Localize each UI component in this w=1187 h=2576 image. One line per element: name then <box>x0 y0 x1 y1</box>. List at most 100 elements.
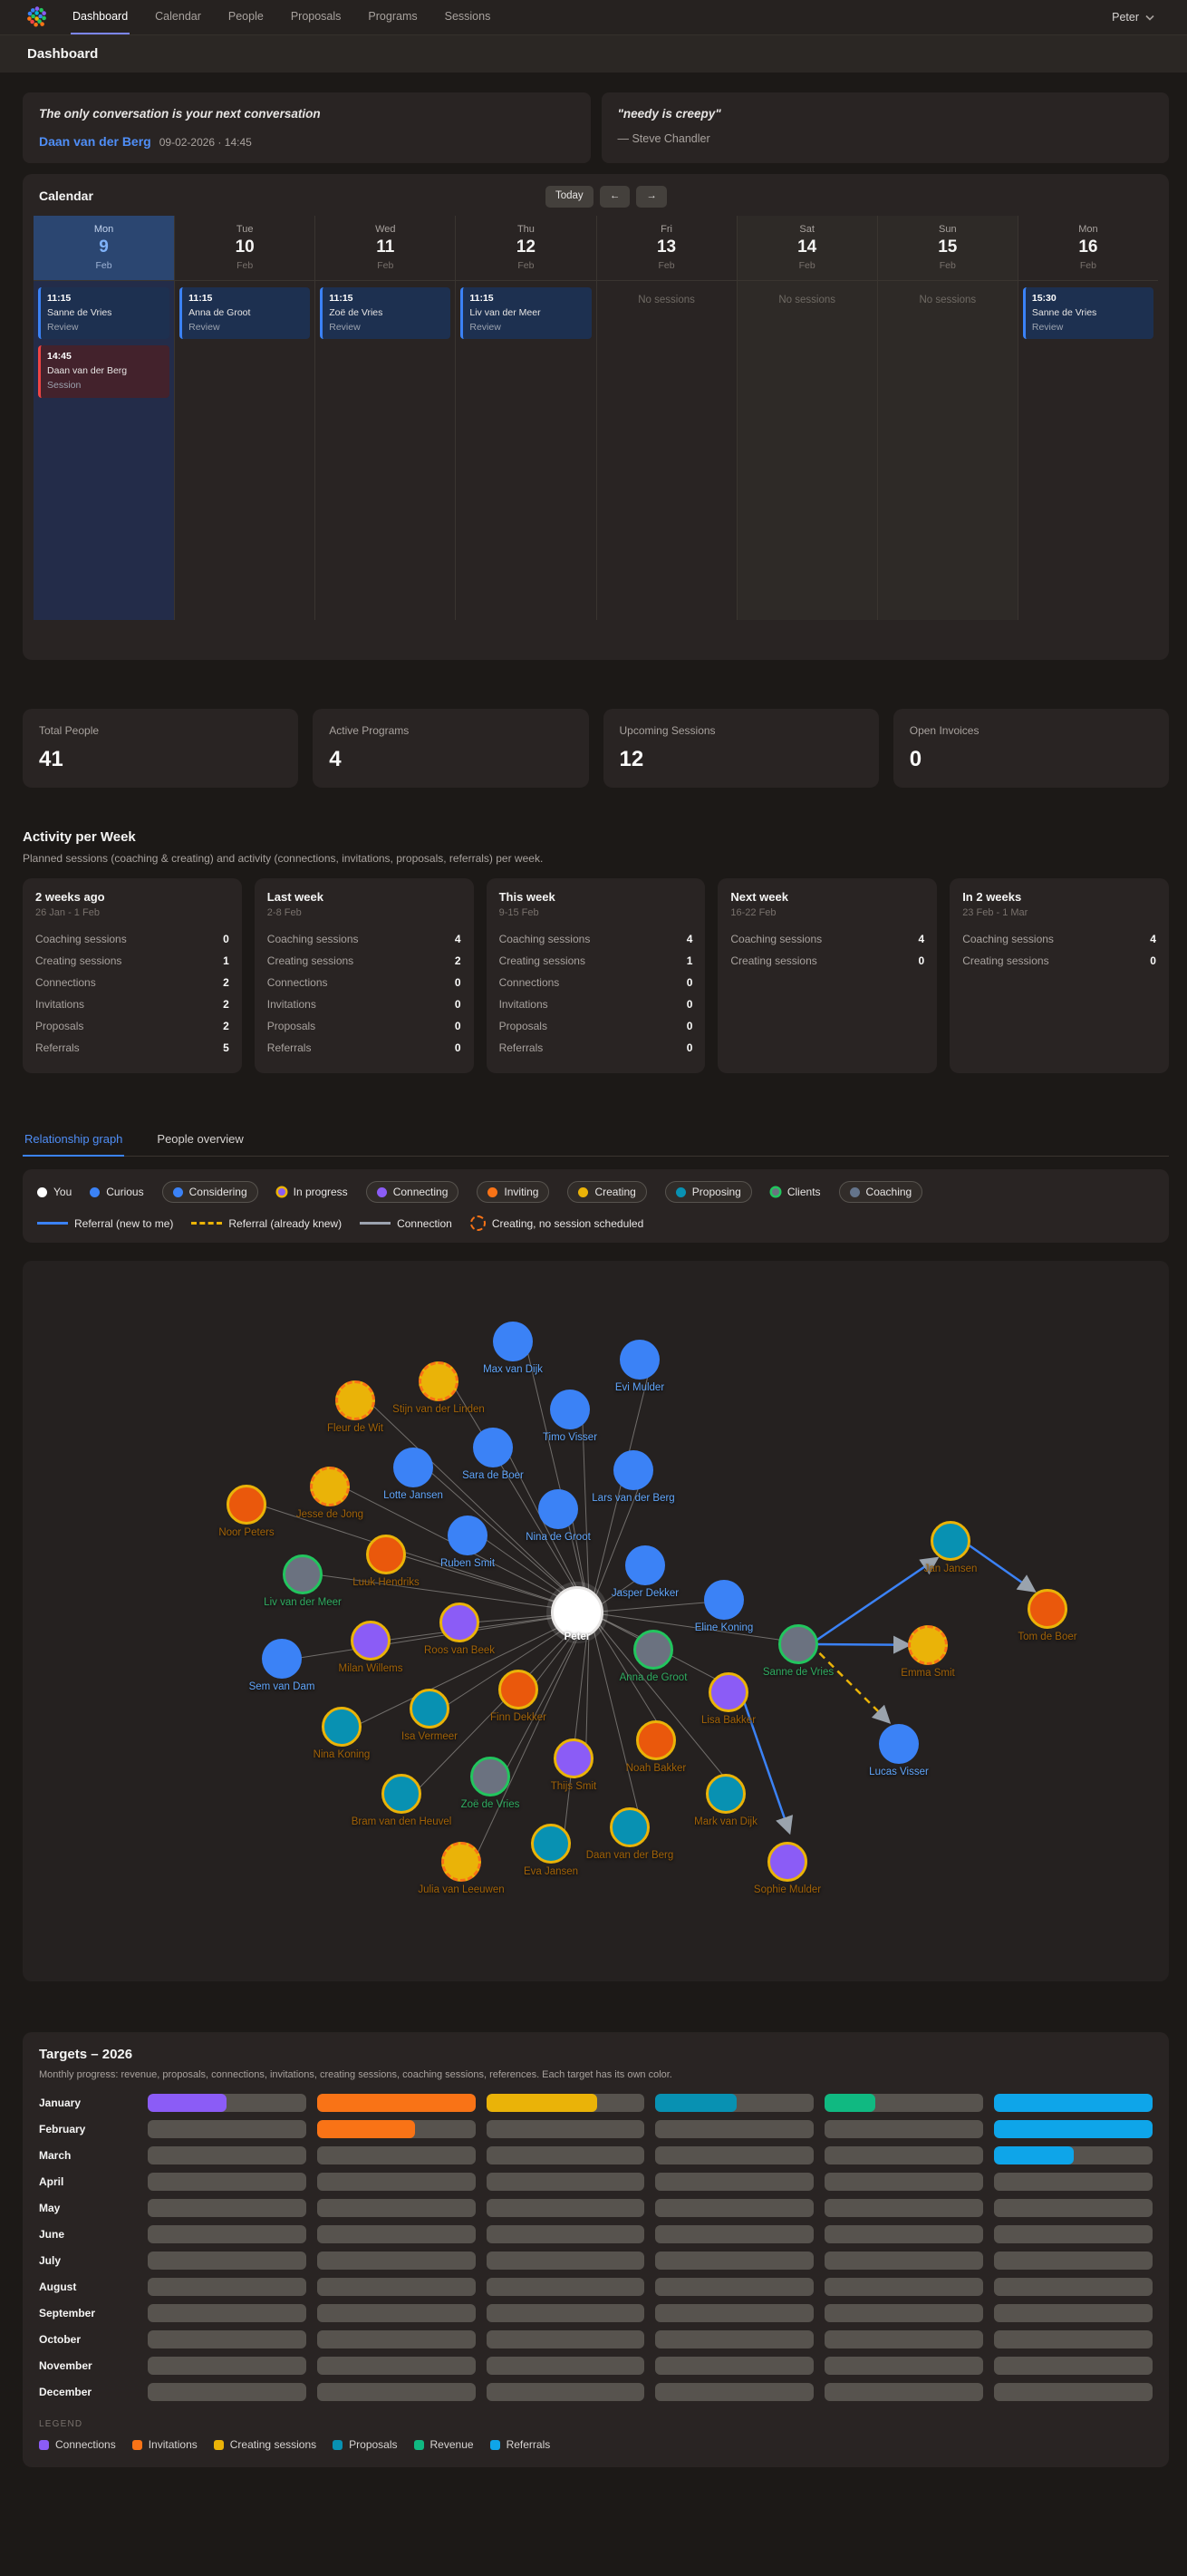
target-track-creating <box>486 2225 645 2243</box>
graph-node-roos-van-beek[interactable]: Roos van Beek <box>424 1603 495 1656</box>
metric-label: Referrals <box>266 1041 312 1054</box>
person-node-circle <box>531 1824 571 1864</box>
legend-status-proposing: Proposing <box>664 1181 752 1203</box>
quote-of-day-card: "needy is creepy" — Steve Chandler <box>601 92 1169 163</box>
person-node-circle <box>931 1521 970 1561</box>
graph-node-sara-de-boer[interactable]: Sara de Boer <box>462 1428 524 1481</box>
graph-node-daan-van-der-berg[interactable]: Daan van der Berg <box>586 1807 673 1861</box>
graph-node-eva-jansen[interactable]: Eva Jansen <box>524 1824 578 1877</box>
nav-item-proposals[interactable]: Proposals <box>290 10 342 23</box>
graph-node-finn-dekker[interactable]: Finn Dekker <box>490 1670 546 1723</box>
calendar-event[interactable]: 11:15 Liv van der Meer Review <box>460 287 592 340</box>
user-menu[interactable]: Peter <box>1112 11 1154 24</box>
legend-edge-connection: Connection <box>360 1217 452 1230</box>
graph-node-isa-vermeer[interactable]: Isa Vermeer <box>401 1689 458 1742</box>
calendar-event[interactable]: 11:15 Zoë de Vries Review <box>320 287 451 340</box>
nav-item-dashboard[interactable]: Dashboard <box>71 0 130 34</box>
graph-node-sanne-de-vries[interactable]: Sanne de Vries <box>763 1624 834 1678</box>
graph-node-lisa-bakker[interactable]: Lisa Bakker <box>701 1672 756 1726</box>
target-track-creating <box>486 2146 645 2164</box>
graph-node-thijs-smit[interactable]: Thijs Smit <box>551 1738 596 1792</box>
legend-status-inviting: Inviting <box>477 1181 550 1203</box>
graph-node-nina-koning[interactable]: Nina Koning <box>314 1707 370 1760</box>
status-dot-icon <box>771 1188 779 1196</box>
nav-item-calendar[interactable]: Calendar <box>155 10 201 23</box>
graph-node-jesse-de-jong[interactable]: Jesse de Jong <box>296 1467 363 1520</box>
calendar-day-header: Fri 13 Feb <box>597 216 737 280</box>
week-metric-row: Proposals 2 <box>35 1015 229 1037</box>
graph-node-timo-visser[interactable]: Timo Visser <box>543 1390 597 1443</box>
week-metric-row: Coaching sessions 0 <box>35 928 229 950</box>
target-progress-bar <box>655 2094 737 2112</box>
metric-label: Coaching sessions <box>730 933 823 945</box>
graph-node-sem-van-dam[interactable]: Sem van Dam <box>249 1639 314 1692</box>
stat-value: 41 <box>39 747 63 771</box>
calendar-event[interactable]: 11:15 Sanne de Vries Review <box>38 287 170 340</box>
app-logo-icon[interactable] <box>25 5 49 29</box>
graph-node-bram-van-den-heuvel[interactable]: Bram van den Heuvel <box>352 1774 451 1827</box>
targets-legend-connections: Connections <box>39 2438 116 2451</box>
graph-node-milan-willems[interactable]: Milan Willems <box>339 1621 402 1674</box>
graph-node-noah-bakker[interactable]: Noah Bakker <box>626 1720 686 1774</box>
event-time: 14:45 <box>47 351 72 363</box>
target-track-proposals <box>655 2278 815 2296</box>
graph-node-liv-van-der-meer[interactable]: Liv van der Meer <box>264 1554 342 1608</box>
person-node-circle <box>767 1842 807 1882</box>
graph-node-mark-van-dijk[interactable]: Mark van Dijk <box>694 1774 758 1827</box>
graph-node-ruben-smit[interactable]: Ruben Smit <box>440 1516 495 1569</box>
graph-node-evi-mulder[interactable]: Evi Mulder <box>615 1340 664 1393</box>
person-node-circle <box>441 1842 481 1882</box>
graph-node-eline-koning[interactable]: Eline Koning <box>695 1580 753 1633</box>
graph-node-jan-jansen[interactable]: Jan Jansen <box>924 1521 977 1574</box>
graph-node-emma-smit[interactable]: Emma Smit <box>901 1625 955 1679</box>
target-track-invitations <box>316 2094 476 2112</box>
metric-label: Creating sessions <box>35 954 122 967</box>
person-node-circle <box>620 1340 660 1380</box>
prev-week-button[interactable]: ← <box>599 186 631 208</box>
graph-node-julia-van-leeuwen[interactable]: Julia van Leeuwen <box>418 1842 505 1895</box>
graph-node-max-van-dijk[interactable]: Max van Dijk <box>483 1322 543 1375</box>
week-rows: Coaching sessions 4 Creating sessions 0 <box>730 928 924 972</box>
graph-node-sophie-mulder[interactable]: Sophie Mulder <box>754 1842 821 1895</box>
next-conversation-person-link[interactable]: Daan van der Berg <box>39 134 151 149</box>
graph-node-peter[interactable]: Peter <box>551 1586 603 1642</box>
graph-section: Relationship graph People overview You Cur… <box>23 1124 1169 1981</box>
metric-value: 0 <box>454 998 461 1011</box>
nav-item-programs[interactable]: Programs <box>368 10 418 23</box>
metric-label: Creating sessions <box>498 954 585 967</box>
person-node-circle <box>322 1707 362 1747</box>
week-card-in-2-weeks: In 2 weeks 23 Feb - 1 Mar Coaching session… <box>950 878 1169 1073</box>
target-track-revenue <box>825 2278 984 2296</box>
graph-node-nina-de-groot[interactable]: Nina de Groot <box>526 1489 591 1543</box>
graph-node-lucas-visser[interactable]: Lucas Visser <box>869 1724 929 1777</box>
today-button[interactable]: Today <box>545 186 594 208</box>
status-dot-icon <box>172 1186 183 1197</box>
tab-people-overview[interactable]: People overview <box>157 1132 244 1146</box>
calendar-day-column-sun-15: Sun 15 Feb No sessions <box>876 216 1018 620</box>
legend-label: Connection <box>397 1216 452 1230</box>
legend-swatch-icon <box>39 2439 49 2450</box>
tab-relationship-graph[interactable]: Relationship graph <box>23 1124 125 1157</box>
graph-node-anna-de-groot[interactable]: Anna de Groot <box>620 1630 687 1683</box>
metric-label: Proposals <box>266 1020 316 1032</box>
nav-item-sessions[interactable]: Sessions <box>444 10 491 23</box>
graph-node-jasper-dekker[interactable]: Jasper Dekker <box>612 1545 679 1599</box>
legend-status-coaching: Coaching <box>838 1181 923 1203</box>
graph-node-tom-de-boer[interactable]: Tom de Boer <box>1018 1589 1077 1642</box>
graph-node-zoe-de-vries[interactable]: Zoë de Vries <box>461 1757 519 1810</box>
quote-text: "needy is creepy" <box>617 107 721 121</box>
metric-value: 0 <box>686 998 693 1011</box>
status-dot-icon <box>675 1186 686 1197</box>
graph-node-lotte-jansen[interactable]: Lotte Jansen <box>383 1448 443 1501</box>
graph-node-noor-peters[interactable]: Noor Peters <box>218 1485 275 1538</box>
graph-node-stijn-van-der-linden[interactable]: Stijn van der Linden <box>392 1361 485 1415</box>
graph-node-lars-van-der-berg[interactable]: Lars van der Berg <box>592 1450 675 1504</box>
calendar-event[interactable]: 11:15 Anna de Groot Review <box>179 287 311 340</box>
graph-node-fleur-de-wit[interactable]: Fleur de Wit <box>327 1380 383 1434</box>
calendar-event[interactable]: 14:45 Daan van der Berg Session <box>38 345 170 398</box>
graph-node-luuk-hendriks[interactable]: Luuk Hendriks <box>352 1535 420 1588</box>
person-node-circle <box>493 1322 533 1361</box>
next-week-button[interactable]: → <box>636 186 667 208</box>
nav-item-people[interactable]: People <box>227 10 264 23</box>
calendar-event[interactable]: 15:30 Sanne de Vries Review <box>1022 287 1153 340</box>
